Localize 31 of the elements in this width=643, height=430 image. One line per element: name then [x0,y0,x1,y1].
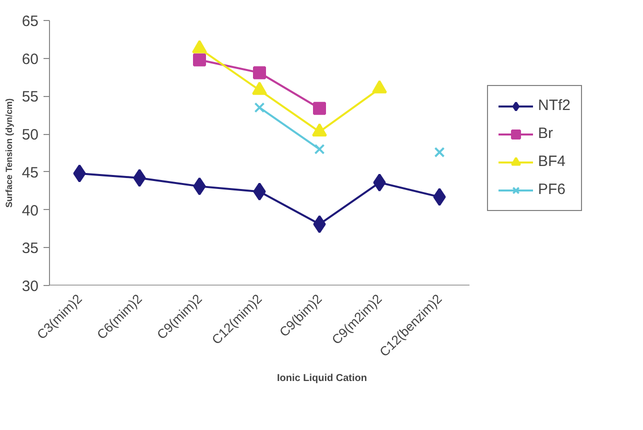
point [313,102,326,115]
y-tick-label: 30 [22,278,39,295]
y-tick-label: 40 [22,202,39,220]
point [373,174,386,192]
point [193,53,206,66]
y-tick-label: 45 [22,164,39,182]
point [253,182,266,201]
point [73,164,86,182]
point [434,147,445,158]
point [133,168,146,187]
point [372,80,387,94]
point [252,82,267,95]
y-tick-label: 50 [22,126,39,144]
point [254,102,265,113]
y-axis-title: Surface Tension (dyn/cm) [4,98,14,208]
point [313,215,326,234]
legend-label: BF4 [538,153,566,170]
point [314,144,325,154]
y-tick-label: 65 [22,13,39,30]
point [433,188,446,206]
point [192,40,207,54]
point [193,177,206,196]
point [312,123,327,137]
legend-label: NTf2 [538,97,571,114]
y-tick-label: 55 [22,88,39,106]
y-tick-label: 60 [22,50,39,68]
legend-label: Br [538,125,554,142]
y-tick-label: 35 [22,240,39,258]
x-axis-title: Ionic Liquid Cation [277,372,368,384]
legend-label: PF6 [538,181,566,198]
point [253,66,266,80]
